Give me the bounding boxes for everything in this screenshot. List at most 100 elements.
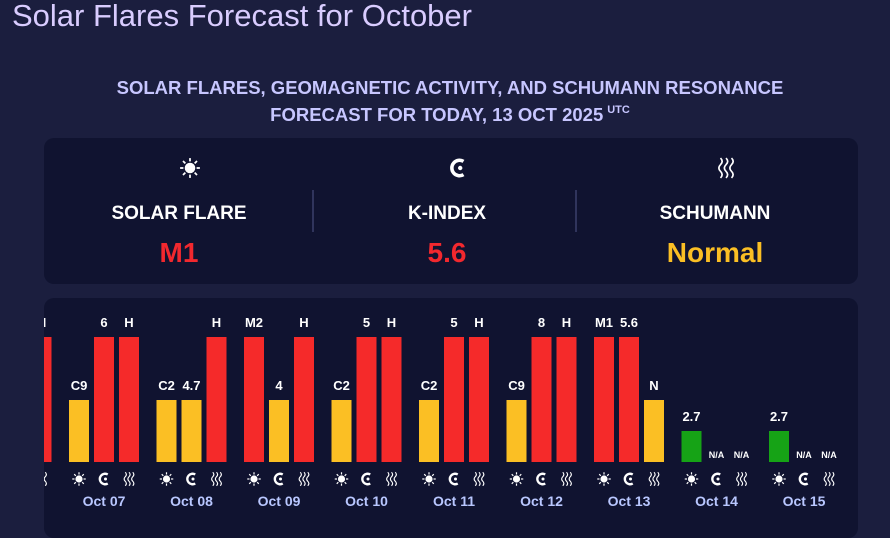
waves-icon [736, 471, 740, 487]
bar [181, 400, 202, 462]
waves-icon [302, 471, 306, 487]
sun-ray [194, 160, 198, 164]
bar [244, 337, 264, 462]
waves-icon [306, 471, 310, 487]
bar-label: 4.7 [182, 378, 200, 393]
sun-core [687, 475, 696, 483]
sun-ray [686, 481, 689, 485]
waves-icon [831, 471, 835, 487]
magnet-icon [450, 158, 465, 178]
bar-label: N/A [709, 450, 725, 460]
waves-icon [386, 471, 390, 487]
bar-label: 2.7 [770, 409, 788, 424]
sun-ray [73, 473, 77, 477]
waves-icon [211, 471, 215, 487]
bar-label: N/A [821, 450, 837, 460]
timezone: UTC [607, 104, 630, 116]
sun-ray [256, 473, 260, 477]
waves-icon [477, 471, 481, 487]
sun-ray [511, 473, 514, 477]
bar [531, 337, 552, 462]
bar [294, 337, 314, 462]
magnet-dot [366, 477, 370, 481]
sun-ray [248, 481, 252, 485]
waves-icon [131, 471, 135, 487]
summary: SOLAR FLARE M1 K-INDEX 5.6 SCHUMANN Normal [111, 157, 770, 268]
bar [769, 431, 789, 462]
magnet-dot [104, 477, 107, 481]
magnet-dot [716, 477, 720, 481]
sun-ray [81, 473, 85, 477]
sun-core [775, 475, 783, 483]
magnet-dot [541, 477, 545, 481]
magnet-icon [186, 472, 196, 486]
sun-ray [194, 172, 198, 176]
waves-icon [729, 157, 734, 179]
sun-ray [773, 481, 777, 485]
sun-ray [182, 172, 186, 176]
sun-ray [169, 481, 172, 485]
magnet-dot [629, 477, 632, 481]
bar-label: N [649, 378, 658, 393]
waves-icon [718, 157, 723, 179]
waves-icon [481, 471, 485, 487]
sun-core [337, 475, 346, 483]
magnet-dot [191, 477, 195, 481]
summary-label: SOLAR FLARE [111, 203, 246, 224]
page-title: Solar Flares Forecast for October [12, 0, 472, 33]
bar [44, 337, 52, 462]
waves-icon [218, 471, 222, 487]
bar-label: C9 [71, 378, 88, 393]
bar [156, 400, 177, 462]
bar [419, 400, 439, 462]
sun-ray [606, 481, 610, 485]
bar-label: H [474, 315, 483, 330]
bar-label: N/A [734, 450, 750, 460]
magnet-icon [798, 472, 809, 486]
sun-core [512, 475, 521, 483]
sun-ray [336, 473, 339, 477]
bar-label: 5.6 [620, 315, 638, 330]
summary-value: Normal [667, 237, 763, 268]
date-label: Oct 09 [258, 493, 301, 509]
bar [119, 337, 139, 462]
sun-ray [598, 481, 602, 485]
sun-ray [423, 473, 427, 477]
bar [269, 400, 289, 462]
bar-label: 4 [275, 378, 283, 393]
magnet-dot [458, 165, 463, 171]
sun-ray [694, 481, 697, 485]
date-label: Oct 07 [83, 493, 126, 509]
bar [356, 337, 377, 462]
waves-icon [564, 471, 569, 487]
bar [206, 337, 227, 462]
bar-label: 5 [363, 315, 370, 330]
sun-ray [423, 481, 427, 485]
bar [444, 337, 464, 462]
bar [506, 400, 527, 462]
waves-icon [568, 471, 572, 487]
bar-label: H [387, 315, 396, 330]
date-label: Oct 08 [170, 493, 213, 509]
sun-ray [511, 481, 514, 485]
date-label: Oct 10 [345, 493, 388, 509]
sun-ray [256, 481, 260, 485]
subtitle-text: SOLAR FLARES, GEOMAGNETIC ACTIVITY, AND … [116, 77, 784, 125]
sun-ray [781, 473, 785, 477]
waves-icon [652, 471, 656, 487]
date-label: Oct 13 [608, 493, 651, 509]
bar [381, 337, 402, 462]
sun-ray [519, 481, 522, 485]
sun-ray [344, 481, 347, 485]
sun-icon [72, 472, 86, 486]
sun-icon [597, 472, 611, 486]
sun-ray [161, 473, 164, 477]
sun-ray [248, 473, 252, 477]
sun-icon [772, 472, 786, 486]
sun-ray [81, 481, 85, 485]
waves-icon [473, 471, 477, 487]
magnet-icon [98, 472, 109, 486]
waves-icon [723, 157, 729, 179]
waves-icon [743, 471, 747, 487]
sun-ray [686, 473, 689, 477]
